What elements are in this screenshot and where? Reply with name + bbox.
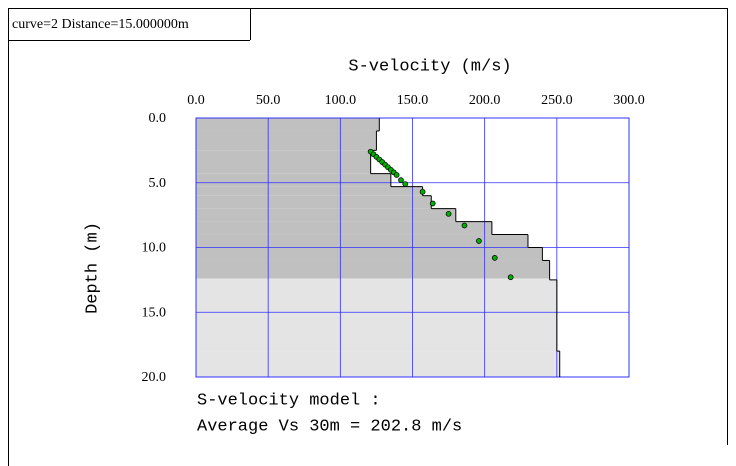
layer-fill	[196, 279, 557, 352]
layer-fill	[196, 234, 528, 248]
annotation: S-velocity model :	[197, 391, 381, 410]
layer-fill	[196, 173, 391, 187]
y-tick-label: 20.0	[142, 370, 167, 385]
x-tick-label: 200.0	[469, 93, 501, 108]
layer-fill	[196, 186, 423, 196]
data-point	[402, 181, 409, 187]
header: curve=2 Distance=15.000000m	[12, 17, 189, 32]
y-tick-label: 10.0	[142, 241, 167, 256]
layer-fill	[196, 278, 550, 280]
layer-fill	[196, 208, 456, 222]
data-point	[419, 188, 426, 195]
layer-fill	[196, 195, 432, 209]
x-tick-label: 250.0	[541, 93, 573, 108]
data-point	[398, 177, 404, 184]
y-tick-label: 15.0	[142, 305, 167, 320]
data-point	[393, 172, 400, 178]
layer-fill	[196, 118, 380, 131]
chart-title: S-velocity (m/s)	[348, 57, 511, 76]
data-point	[429, 200, 436, 207]
layer-fill	[196, 351, 560, 377]
x-tick-label: 0.0	[187, 93, 205, 108]
y-tick-label: 0.0	[149, 111, 167, 126]
x-tick-label: 300.0	[613, 93, 645, 108]
data-point	[507, 274, 514, 281]
data-point	[461, 222, 468, 229]
y-tick-label: 5.0	[149, 176, 167, 191]
layer-fill	[196, 221, 492, 235]
plot-area: 0.0 50.0 100.0 150.0 200.0 250.0 300.0 0.0 5.0 10…	[142, 93, 645, 385]
x-tick-label: 100.0	[325, 93, 357, 108]
annotation: Average Vs 30m = 202.8 m/s	[197, 417, 462, 436]
data-point	[445, 210, 452, 217]
y-axis-label: Depth (m)	[83, 222, 102, 314]
plot-border	[195, 117, 630, 378]
data-point	[476, 238, 482, 244]
x-tick-label: 50.0	[256, 93, 281, 108]
layer-fill	[196, 130, 377, 151]
layer-fill	[196, 260, 550, 279]
layer-fill	[196, 150, 371, 174]
x-tick-label: 150.0	[397, 93, 429, 108]
data-point	[491, 255, 498, 261]
layer-fill	[196, 247, 543, 261]
